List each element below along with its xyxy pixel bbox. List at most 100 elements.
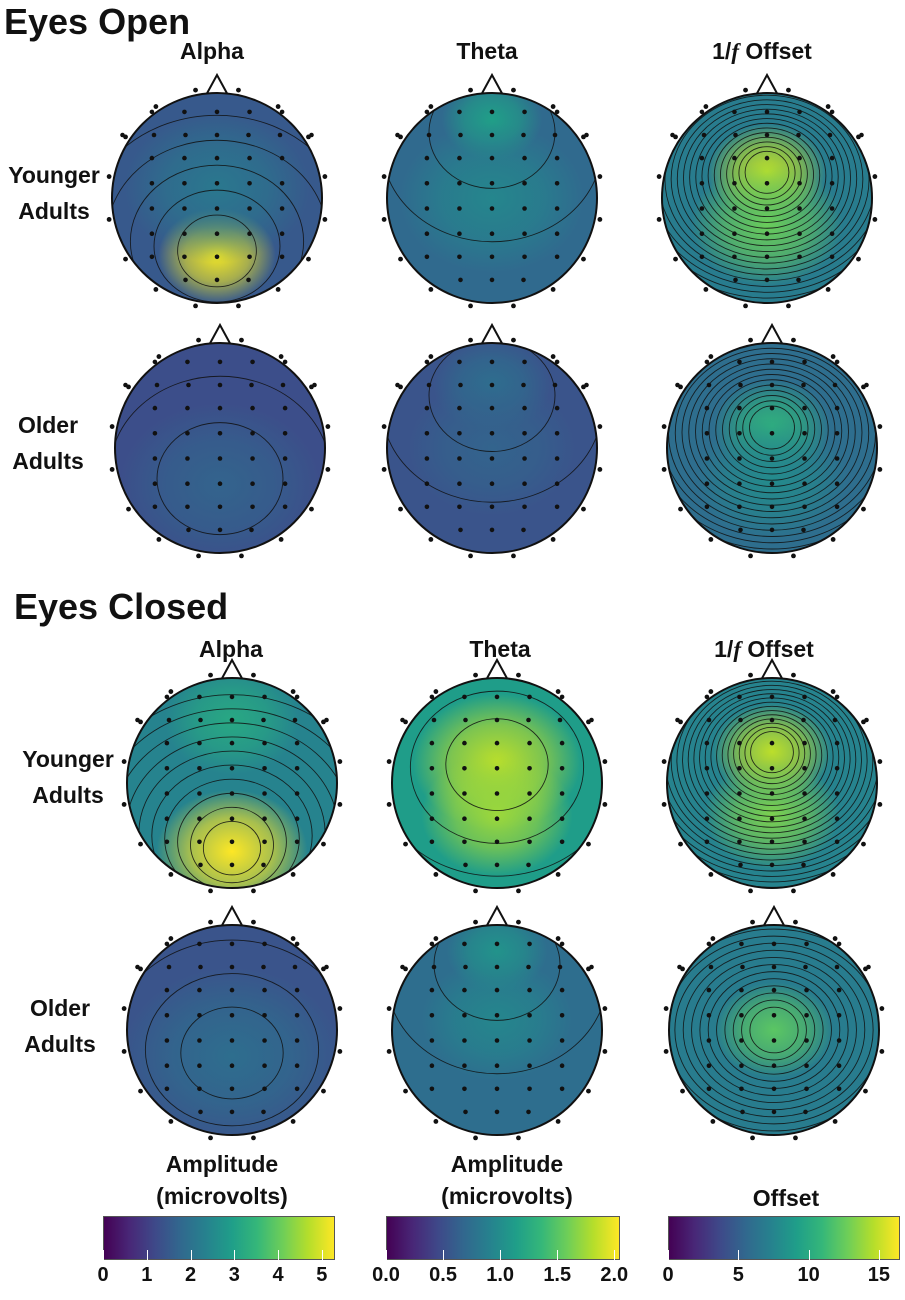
- electrode: [706, 382, 712, 388]
- section-title-eyes-closed: Eyes Closed: [14, 586, 229, 627]
- electrode: [198, 964, 203, 970]
- electrode: [661, 759, 667, 764]
- electrode: [294, 1013, 300, 1018]
- column-title-offset-italic: f: [731, 39, 739, 64]
- electrode: [123, 256, 128, 262]
- electrode: [164, 694, 170, 700]
- electrode: [861, 841, 866, 847]
- electrode: [309, 384, 314, 390]
- electrode: [154, 382, 160, 388]
- electrode: [197, 1086, 202, 1092]
- electrode: [386, 759, 392, 764]
- electrode: [552, 382, 558, 388]
- electrode: [797, 155, 802, 161]
- electrode: [494, 1063, 500, 1068]
- electrode: [462, 987, 467, 993]
- colorbar-tick-label: 0.0: [372, 1264, 400, 1286]
- electrode: [279, 206, 285, 211]
- scalp-outline: [111, 92, 323, 304]
- electrode: [872, 217, 878, 222]
- electrode: [522, 504, 527, 510]
- electrode: [764, 277, 770, 283]
- electrode: [554, 431, 560, 436]
- electrode: [398, 506, 403, 512]
- electrode: [468, 553, 473, 559]
- electrode: [516, 919, 521, 925]
- electrode: [526, 862, 531, 868]
- contour-line: [749, 1006, 799, 1054]
- electrode: [661, 467, 667, 472]
- colorbar-tick-label: 2: [184, 1264, 197, 1286]
- electrode: [771, 1063, 777, 1068]
- electrode: [743, 87, 748, 93]
- electrode: [802, 481, 807, 486]
- electrode: [836, 987, 842, 993]
- electrode: [740, 1109, 745, 1115]
- contour-line: [129, 164, 305, 303]
- electrode: [494, 1109, 500, 1115]
- electrode: [786, 87, 791, 93]
- contour-line: [392, 678, 602, 877]
- electrode: [521, 277, 526, 283]
- electrode: [294, 839, 300, 845]
- electrode: [458, 132, 463, 138]
- contour-line: [667, 343, 877, 544]
- electrode: [217, 431, 223, 436]
- electrode: [526, 717, 531, 723]
- electrode: [701, 132, 707, 138]
- topomap-eyes-open-older-alpha: [109, 322, 331, 559]
- electrode: [834, 740, 840, 746]
- electrode: [557, 964, 563, 970]
- electrode: [468, 303, 473, 309]
- electrode: [149, 254, 155, 260]
- electrode: [704, 504, 710, 510]
- electrode: [771, 987, 777, 993]
- column-title-offset-suffix: Offset: [741, 636, 814, 662]
- electrode: [325, 467, 331, 472]
- electrode: [290, 689, 296, 694]
- electrode: [217, 382, 223, 388]
- electrode: [581, 256, 586, 262]
- contour-line: [667, 343, 877, 550]
- electrode: [126, 384, 131, 390]
- electrode: [458, 382, 463, 388]
- contour-line: [662, 93, 872, 276]
- contour-line: [667, 678, 877, 856]
- electrode: [663, 1049, 669, 1054]
- electrode: [229, 1013, 235, 1018]
- contour-line: [707, 122, 827, 229]
- electrode: [279, 254, 285, 260]
- electrode: [381, 174, 387, 179]
- electrode: [803, 1109, 808, 1115]
- electrode: [462, 1038, 467, 1043]
- electrode: [769, 694, 775, 700]
- electrode: [489, 231, 495, 236]
- electrode: [802, 766, 807, 771]
- electrode: [739, 941, 744, 947]
- electrode: [769, 481, 775, 486]
- electrode: [771, 1109, 777, 1115]
- colorbar-tick-label: 0: [662, 1264, 674, 1286]
- electrode: [708, 354, 714, 359]
- electrode: [704, 456, 710, 461]
- electrode: [182, 231, 187, 236]
- electrode: [309, 506, 314, 512]
- column-title-offset-prefix: 1/: [714, 636, 734, 662]
- electrode: [771, 1086, 777, 1092]
- electrode: [511, 553, 516, 559]
- electrode: [166, 717, 172, 723]
- electrode: [769, 527, 775, 533]
- electrode: [247, 206, 252, 211]
- electrode: [494, 862, 500, 868]
- contour-line: [689, 108, 845, 247]
- column-title-offset: 1/f Offset: [652, 38, 872, 65]
- electrode: [494, 740, 500, 746]
- electrode: [462, 694, 467, 700]
- electrode: [262, 1086, 267, 1092]
- electrode: [290, 872, 296, 877]
- electrode: [555, 872, 561, 877]
- electrode: [429, 1086, 435, 1092]
- electrode: [559, 766, 565, 771]
- contour-line: [713, 127, 821, 223]
- electrode: [193, 303, 198, 309]
